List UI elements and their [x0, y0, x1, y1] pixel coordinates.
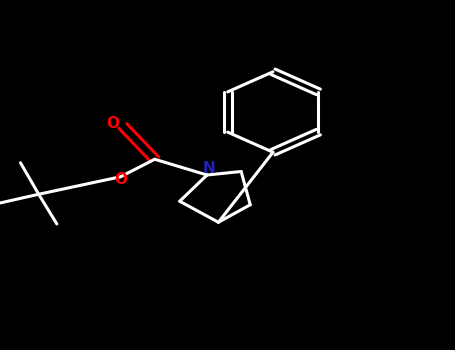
Text: O: O [114, 172, 127, 187]
Text: O: O [106, 116, 119, 131]
Text: N: N [203, 161, 216, 176]
